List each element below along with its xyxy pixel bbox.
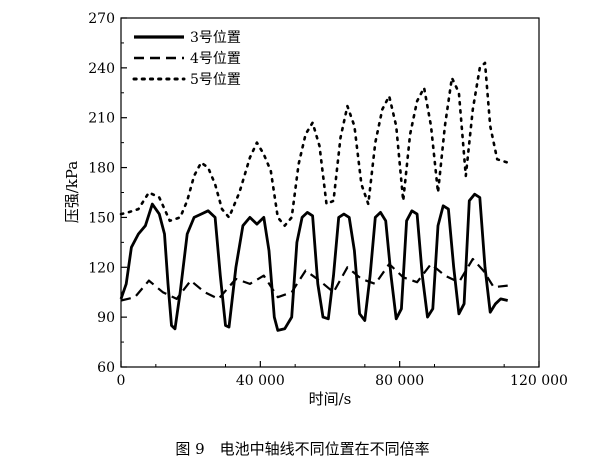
chart: 0 40 000 80 000 120 000 60 90 120 150 180 210 240 2… (63, 11, 568, 408)
y-axis-label: 压强/kPa (63, 161, 81, 224)
x-tick-label: 0 (117, 373, 126, 389)
y-tick-label: 240 (88, 61, 115, 77)
y-tick-label: 150 (88, 210, 115, 226)
series-layer (119, 61, 509, 332)
y-tick-label: 210 (88, 111, 115, 127)
y-tick-label: 60 (97, 360, 115, 376)
y-tick-label: 270 (88, 11, 115, 27)
legend: 3号位置 4号位置 5号位置 (132, 30, 241, 88)
x-tick-label: 80 000 (375, 373, 424, 389)
series-line-5 (119, 61, 509, 227)
x-tick-label: 120 000 (510, 373, 568, 389)
figure-caption: 图 9 电池中轴线不同位置在不同倍率 (175, 440, 430, 458)
legend-label: 4号位置 (190, 51, 241, 67)
y-tick-label: 90 (97, 310, 115, 326)
ticks-layer: 0 40 000 80 000 120 000 60 90 120 150 180 210 240 2… (88, 11, 568, 389)
legend-label: 5号位置 (190, 72, 241, 88)
y-tick-label: 180 (88, 161, 115, 177)
series-line-4 (120, 257, 508, 302)
x-tick-label: 40 000 (236, 373, 285, 389)
y-tick-label: 120 (88, 260, 115, 276)
legend-label: 3号位置 (190, 30, 241, 46)
x-axis-label: 时间/s (309, 390, 352, 408)
series-line-3 (119, 192, 509, 332)
